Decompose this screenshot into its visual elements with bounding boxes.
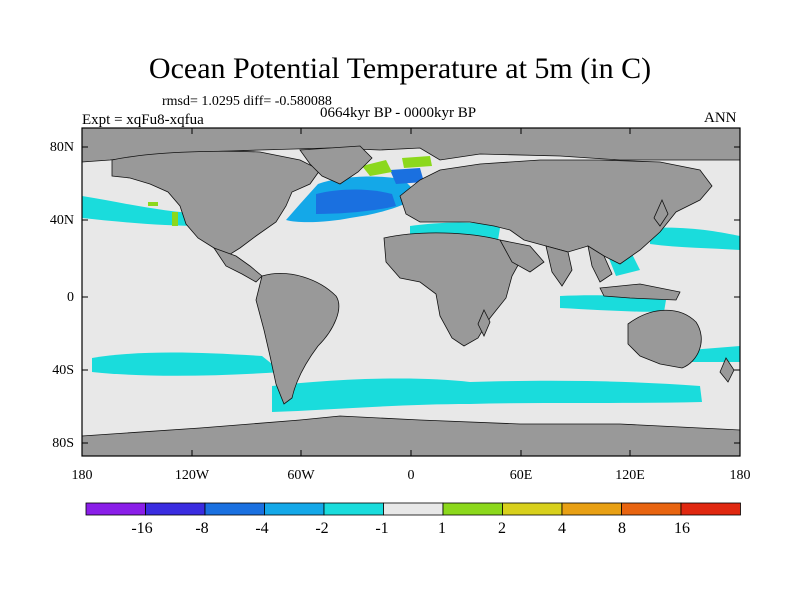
colorbar-label: 8 [618,520,626,537]
colorbar-swatch [561,502,622,516]
colorbar-label: -2 [315,520,329,537]
axis-ticks [81,128,741,456]
lat-label-40s: 40S [52,363,74,378]
colorbar-swatch [85,502,146,516]
southeast-asia [587,245,613,283]
antarctica [82,415,740,456]
colorbar-swatch [502,502,563,516]
colorbar-swatch [383,502,444,516]
lat-label-80n: 80N [49,140,74,155]
australia [627,309,702,369]
new-zealand [719,357,735,383]
colorbar-label: 4 [558,520,566,537]
colorbar-swatch [204,502,265,516]
colorbar [85,502,741,516]
lon-label-0: 0 [407,468,415,483]
colorbar-swatch [621,502,682,516]
lon-label-120w: 120W [174,468,210,483]
lon-label-60e: 60E [509,468,533,483]
north-america [111,150,321,259]
south-atlantic-cool-band [272,378,702,412]
colorbar-label: -1 [375,520,389,537]
europe-asia [399,159,713,265]
colorbar-swatch [264,502,325,516]
arabia [499,239,545,273]
indian-ocean-cool-band [560,295,666,312]
map-title: Ocean Potential Temperature at 5m (in C) [148,52,652,85]
experiment-label: Expt = xqFu8-xqfua [82,112,204,128]
madagascar [477,309,491,337]
japan [653,199,669,227]
indonesia [599,283,681,301]
lat-label-40n: 40N [49,213,74,228]
tasman-cool-region [690,346,740,362]
india [545,245,573,287]
greenland [299,145,373,185]
warm-anomaly-regions [148,156,432,226]
colorbar-swatch [442,502,503,516]
season-label: ANN [704,110,737,126]
colorbar-label: -16 [131,520,153,537]
rmsd-diff-stats: rmsd= 1.0295 diff= -0.580088 [162,94,332,109]
colorbar-swatch [323,502,384,516]
north-atlantic-cold-anomaly [286,168,424,223]
lat-label-80s: 80S [52,436,74,451]
lat-label-equator: 0 [67,290,74,305]
colorbar-label: 16 [674,520,690,537]
lon-label-60w: 60W [287,468,315,483]
colorbar-swatch [680,502,741,516]
lon-label-180e: 180 [729,468,751,483]
colorbar-label: 2 [498,520,506,537]
colorbar-label: 1 [438,520,446,537]
south-america [255,273,340,405]
time-period-label: 0664kyr BP - 0000kyr BP [320,105,477,121]
southern-ocean-cool-band [92,352,282,376]
lon-label-180w: 180 [71,468,93,483]
central-america [212,247,263,283]
lon-label-120e: 120E [615,468,645,483]
colorbar-label: -8 [195,520,209,537]
colorbar-label: -4 [255,520,269,537]
cool-anomaly-regions [82,196,740,412]
land-masses [82,128,740,456]
colorbar-swatch [145,502,206,516]
north-pacific-east-cool-band [650,227,740,250]
